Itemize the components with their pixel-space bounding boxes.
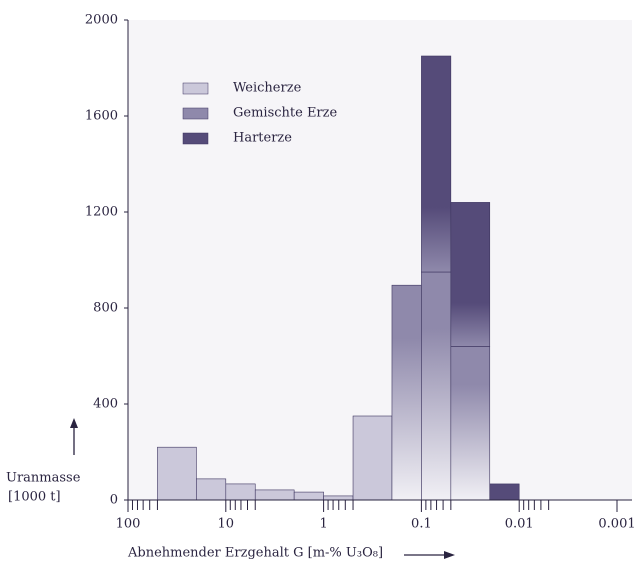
x-tick-label: 10 [218, 517, 235, 532]
bar-segment [421, 271, 452, 501]
y-label: Uranmasse [6, 471, 81, 486]
bar-segment [391, 284, 422, 501]
y-tick-label: 400 [93, 397, 118, 412]
x-tick-label: 0.001 [598, 517, 635, 532]
x-label: Abnehmender Erzgehalt G [m-% U₃O₈] [127, 546, 383, 561]
legend-label: Gemischte Erze [233, 106, 337, 121]
bar-segment [323, 495, 354, 501]
bar-segment [421, 55, 452, 273]
bar-segment [157, 446, 197, 501]
y-tick-label: 0 [110, 493, 118, 508]
x-tick-label: 0.1 [411, 517, 432, 532]
bar-segment [293, 491, 324, 501]
bar-segment [450, 202, 491, 347]
bar-segment [489, 483, 520, 501]
x-arrow [404, 551, 455, 559]
legend-label: Weicherze [233, 81, 302, 96]
bar-segment [352, 415, 393, 501]
y-tick-label: 2000 [85, 13, 118, 28]
bar-segment [450, 346, 491, 501]
y-unit: [1000 t] [8, 490, 61, 505]
y-tick-label: 1200 [85, 205, 118, 220]
bar-segment [196, 478, 227, 501]
bar-segment [254, 489, 295, 501]
legend-label: Harterze [233, 131, 292, 146]
legend-swatch [182, 107, 209, 120]
x-tick-label: 100 [116, 517, 141, 532]
y-arrow [70, 418, 78, 455]
legend-swatch [182, 82, 209, 95]
legend-swatch [182, 132, 209, 145]
y-tick-label: 1600 [85, 109, 118, 124]
x-tick-label: 1 [319, 517, 327, 532]
x-tick-label: 0.01 [505, 517, 534, 532]
bar-segment [225, 483, 256, 501]
y-tick-label: 800 [93, 301, 118, 316]
